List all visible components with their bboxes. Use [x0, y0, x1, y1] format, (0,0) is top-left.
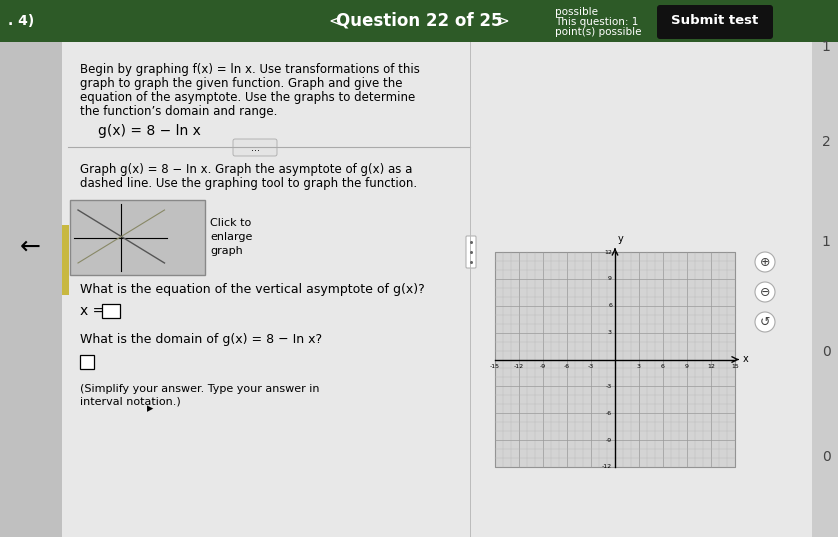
Text: Graph g(x) = 8 − In x. Graph the asymptote of g(x) as a: Graph g(x) = 8 − In x. Graph the asympto… [80, 163, 412, 176]
Text: . 4): . 4) [8, 14, 34, 28]
FancyBboxPatch shape [466, 236, 476, 268]
Text: -12: -12 [514, 365, 524, 369]
Text: ⊖: ⊖ [760, 286, 770, 299]
Text: 6: 6 [608, 303, 612, 308]
Text: ↺: ↺ [760, 316, 770, 329]
Text: dashed line. Use the graphing tool to graph the function.: dashed line. Use the graphing tool to gr… [80, 177, 417, 190]
Text: What is the equation of the vertical asymptote of g(x)?: What is the equation of the vertical asy… [80, 282, 425, 295]
Text: 3: 3 [637, 365, 641, 369]
FancyBboxPatch shape [62, 42, 812, 537]
Text: What is the domain of g(x) = 8 − In x?: What is the domain of g(x) = 8 − In x? [80, 332, 322, 345]
Text: 15: 15 [731, 365, 739, 369]
Text: 9: 9 [685, 365, 689, 369]
Text: Begin by graphing f(x) = ln x. Use transformations of this: Begin by graphing f(x) = ln x. Use trans… [80, 62, 420, 76]
Text: x: x [743, 354, 748, 365]
Text: ▸: ▸ [147, 403, 153, 416]
Text: x =: x = [80, 304, 104, 318]
Text: equation of the asymptote. Use the graphs to determine: equation of the asymptote. Use the graph… [80, 91, 416, 104]
Circle shape [755, 312, 775, 332]
Text: -6: -6 [564, 365, 570, 369]
Text: 6: 6 [661, 365, 665, 369]
Text: possible: possible [555, 7, 598, 17]
FancyBboxPatch shape [233, 139, 277, 156]
Text: the function’s domain and range.: the function’s domain and range. [80, 105, 277, 118]
Text: >: > [497, 13, 510, 28]
Text: This question: 1: This question: 1 [555, 17, 639, 27]
FancyBboxPatch shape [102, 304, 120, 318]
Text: g(x) = 8 − ln x: g(x) = 8 − ln x [98, 124, 201, 138]
Text: Question 22 of 25: Question 22 of 25 [336, 12, 502, 30]
Text: -12: -12 [602, 465, 612, 469]
Text: -6: -6 [606, 411, 612, 416]
Text: point(s) possible: point(s) possible [555, 27, 642, 37]
FancyBboxPatch shape [0, 42, 62, 537]
Text: -3: -3 [606, 384, 612, 389]
Text: ⊕: ⊕ [760, 256, 770, 268]
Text: ...: ... [251, 143, 260, 153]
Text: 1: 1 [821, 235, 830, 249]
Text: 12: 12 [707, 365, 715, 369]
Text: 2: 2 [821, 135, 830, 149]
FancyBboxPatch shape [495, 252, 735, 467]
Text: 0: 0 [821, 450, 830, 464]
Circle shape [755, 252, 775, 272]
Text: 12: 12 [604, 250, 612, 255]
Text: 1: 1 [821, 40, 830, 54]
Text: 9: 9 [608, 277, 612, 281]
FancyBboxPatch shape [70, 200, 205, 275]
FancyBboxPatch shape [62, 225, 69, 295]
Text: interval notation.): interval notation.) [80, 397, 181, 407]
Text: Click to
enlarge
graph: Click to enlarge graph [210, 219, 252, 257]
FancyBboxPatch shape [657, 5, 773, 39]
Text: ←: ← [19, 235, 40, 259]
Circle shape [755, 282, 775, 302]
Text: -15: -15 [490, 365, 500, 369]
Text: 3: 3 [608, 330, 612, 335]
Text: -9: -9 [606, 438, 612, 442]
FancyBboxPatch shape [0, 0, 838, 42]
Text: y: y [618, 234, 623, 244]
Text: -9: -9 [540, 365, 546, 369]
Text: <: < [328, 13, 341, 28]
Text: 0: 0 [821, 345, 830, 359]
Text: (Simplify your answer. Type your answer in: (Simplify your answer. Type your answer … [80, 384, 319, 394]
Text: graph to graph the given function. Graph and give the: graph to graph the given function. Graph… [80, 76, 402, 90]
Text: -3: -3 [588, 365, 594, 369]
FancyBboxPatch shape [80, 355, 94, 369]
Text: Submit test: Submit test [671, 14, 758, 27]
